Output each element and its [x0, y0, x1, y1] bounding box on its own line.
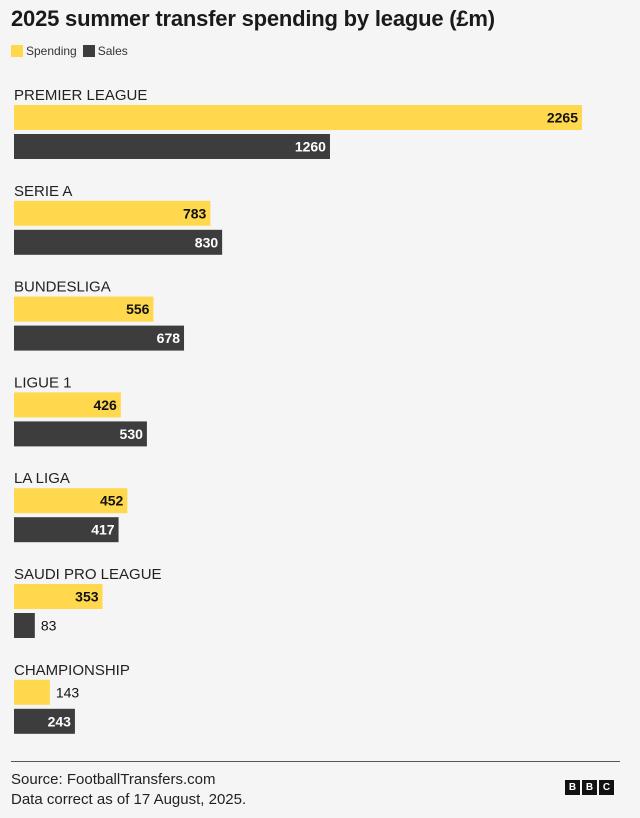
sales-bar: [14, 134, 330, 159]
bbc-logo: B B C: [565, 780, 614, 795]
bar-chart: PREMIER LEAGUE 2265 1260 SERIE A 783 830 BUNDE…: [14, 87, 582, 734]
category-label: BUNDESLIGA: [14, 279, 111, 296]
spending-bar: [14, 488, 128, 514]
legend: Spending Sales: [11, 44, 134, 58]
spending-value-label: 426: [93, 397, 117, 413]
spending-bar: [14, 105, 582, 130]
spending-value-label: 2265: [547, 110, 578, 126]
footer-divider: [11, 761, 620, 762]
category-label: LIGUE 1: [14, 374, 72, 391]
spending-bar: [14, 296, 154, 322]
sales-value-label: 830: [195, 234, 219, 250]
footer-source-block: Source: FootballTransfers.com Data corre…: [11, 770, 246, 810]
legend-label-spending: Spending: [26, 44, 77, 58]
category-label: SAUDI PRO LEAGUE: [14, 566, 162, 583]
legend-swatch-spending: [11, 45, 23, 57]
sales-value-label: 530: [120, 426, 144, 442]
spending-bar: [14, 584, 103, 609]
data-date-note: Data correct as of 17 August, 2025.: [11, 791, 247, 808]
sales-bar: [14, 708, 75, 734]
sales-bar: [14, 421, 147, 447]
sales-value-label: 243: [48, 713, 72, 729]
spending-bar: [14, 392, 121, 418]
spending-bar: [14, 200, 211, 226]
sales-bar: [14, 229, 223, 255]
category-label: CHAMPIONSHIP: [14, 662, 130, 679]
chart-title: 2025 summer transfer spending by league …: [11, 6, 495, 31]
spending-bar: [14, 679, 50, 705]
legend-label-sales: Sales: [97, 44, 128, 58]
category-label: LA LIGA: [14, 470, 70, 487]
bbc-logo-letter: B: [582, 780, 597, 795]
bbc-logo-letter: B: [565, 780, 580, 795]
sales-value-label: 678: [157, 330, 181, 346]
bbc-logo-letter: C: [599, 780, 614, 795]
spending-value-label: 452: [100, 493, 124, 509]
category-label: SERIE A: [14, 183, 72, 200]
legend-swatch-sales: [82, 45, 95, 57]
sales-bar: [14, 517, 119, 543]
legend-item-sales: Sales: [82, 44, 128, 58]
sales-value-label: 417: [91, 522, 115, 538]
spending-value-label: 143: [56, 684, 80, 700]
sales-bar: [14, 325, 185, 351]
sales-value-label: 83: [41, 618, 57, 634]
sales-value-label: 1260: [295, 139, 326, 155]
spending-value-label: 783: [183, 205, 207, 221]
legend-item-spending: Spending: [11, 44, 77, 58]
sales-bar: [14, 613, 35, 638]
spending-value-label: 353: [75, 589, 99, 605]
spending-value-label: 556: [126, 301, 150, 317]
category-label: PREMIER LEAGUE: [14, 87, 147, 104]
source-text: Source: FootballTransfers.com: [11, 771, 216, 788]
